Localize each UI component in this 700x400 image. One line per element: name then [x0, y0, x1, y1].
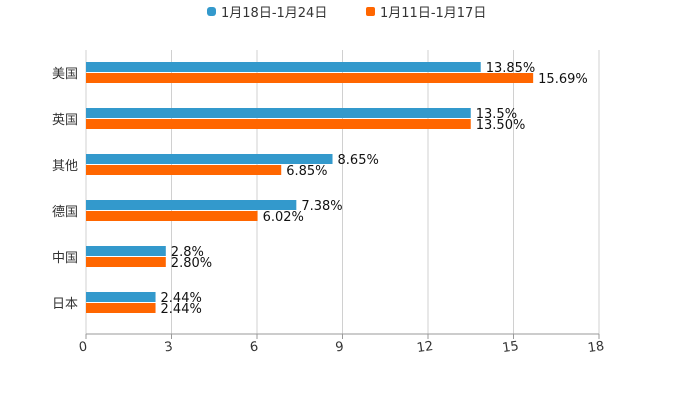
data-label-series-2: 2.80%	[171, 256, 212, 271]
legend: 1月18日-1月24日 1月11日-1月17日	[207, 6, 486, 21]
x-tick-label: 0	[78, 339, 88, 355]
data-label-series-2: 6.85%	[286, 164, 327, 179]
data-label-series-1: 7.38%	[301, 199, 342, 214]
data-label-series-1: 2.8%	[171, 245, 204, 260]
bar-series-2[interactable]	[86, 257, 166, 267]
category-label: 美国	[52, 67, 78, 82]
bar-series-2[interactable]	[86, 211, 258, 221]
bar-series-2[interactable]	[86, 165, 282, 175]
bar-series-1[interactable]	[86, 292, 156, 302]
x-tick-label: 3	[163, 339, 173, 355]
x-tick-label: 6	[249, 339, 259, 355]
bar-series-2[interactable]	[86, 119, 471, 129]
x-tick-label: 15	[501, 339, 519, 356]
x-axis-ticks: 0 3 6 9 12 15 18	[78, 333, 605, 356]
data-label-series-2: 2.44%	[161, 302, 202, 317]
bars: 13.85%15.69% 13.5%13.50% 8.65% 6.85% 7.38%6.…	[86, 61, 588, 317]
data-label-series-2: 6.02%	[263, 210, 304, 225]
legend-label-series-1[interactable]: 1月18日-1月24日	[221, 6, 327, 21]
legend-marker-series-1	[207, 7, 216, 16]
x-tick-label: 18	[587, 339, 605, 356]
legend-label-series-2[interactable]: 1月11日-1月17日	[380, 6, 486, 21]
bar-series-2[interactable]	[86, 303, 156, 313]
bar-series-1[interactable]	[86, 62, 481, 72]
bar-series-2[interactable]	[86, 73, 534, 83]
bar-series-1[interactable]	[86, 246, 166, 256]
data-label-series-1: 8.65%	[338, 153, 379, 168]
data-label-series-1: 13.85%	[486, 61, 536, 76]
data-label-series-2: 13.50%	[476, 118, 526, 133]
legend-marker-series-2	[366, 7, 375, 16]
category-label: 德国	[52, 205, 78, 220]
bar-series-1[interactable]	[86, 200, 297, 210]
category-label: 中国	[52, 251, 78, 266]
data-label-series-1: 13.5%	[476, 107, 517, 122]
data-label-series-1: 2.44%	[161, 291, 202, 306]
gridlines	[85, 50, 600, 334]
bar-series-1[interactable]	[86, 154, 333, 164]
bar-series-1[interactable]	[86, 108, 471, 118]
category-label: 其他	[52, 159, 78, 174]
data-label-series-2: 15.69%	[538, 72, 588, 87]
category-label: 英国	[52, 113, 78, 128]
x-tick-label: 12	[416, 339, 434, 356]
category-label: 日本	[52, 297, 78, 312]
x-tick-label: 9	[334, 339, 344, 355]
